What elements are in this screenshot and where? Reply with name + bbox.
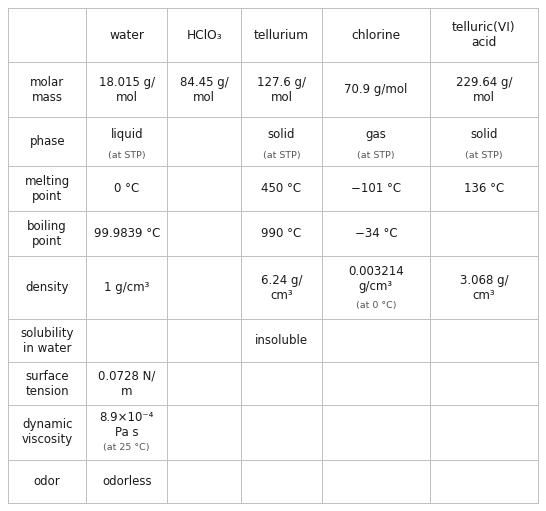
Text: solubility
in water: solubility in water — [20, 327, 74, 355]
Text: 3.068 g/
cm³: 3.068 g/ cm³ — [460, 273, 508, 301]
Text: 99.9839 °C: 99.9839 °C — [93, 227, 160, 240]
Text: phase: phase — [29, 135, 65, 148]
Text: (at STP): (at STP) — [263, 151, 300, 160]
Text: −34 °C: −34 °C — [354, 227, 397, 240]
Text: liquid: liquid — [110, 128, 143, 141]
Text: 1 g/cm³: 1 g/cm³ — [104, 281, 150, 294]
Text: 6.24 g/
cm³: 6.24 g/ cm³ — [261, 273, 302, 301]
Text: 70.9 g/mol: 70.9 g/mol — [344, 83, 407, 96]
Text: (at 0 °C): (at 0 °C) — [355, 300, 396, 310]
Text: boiling
point: boiling point — [27, 220, 67, 248]
Text: insoluble: insoluble — [255, 334, 308, 347]
Text: 84.45 g/
mol: 84.45 g/ mol — [180, 76, 228, 104]
Text: odorless: odorless — [102, 475, 152, 488]
Text: 450 °C: 450 °C — [262, 182, 301, 195]
Text: 136 °C: 136 °C — [464, 182, 504, 195]
Text: telluric(VI)
acid: telluric(VI) acid — [452, 21, 516, 49]
Text: 8.9×10⁻⁴
Pa s: 8.9×10⁻⁴ Pa s — [99, 411, 154, 439]
Text: 229.64 g/
mol: 229.64 g/ mol — [456, 76, 512, 104]
Text: water: water — [109, 29, 144, 42]
Text: tellurium: tellurium — [254, 29, 309, 42]
Text: melting
point: melting point — [25, 175, 70, 203]
Text: (at STP): (at STP) — [465, 151, 503, 160]
Text: 990 °C: 990 °C — [262, 227, 301, 240]
Text: 0.003214
g/cm³: 0.003214 g/cm³ — [348, 265, 403, 293]
Text: HClO₃: HClO₃ — [186, 29, 222, 42]
Text: (at STP): (at STP) — [108, 151, 146, 160]
Text: (at STP): (at STP) — [357, 151, 395, 160]
Text: 0.0728 N/
m: 0.0728 N/ m — [98, 370, 156, 398]
Text: surface
tension: surface tension — [26, 370, 69, 398]
Text: 18.015 g/
mol: 18.015 g/ mol — [99, 76, 155, 104]
Text: (at 25 °C): (at 25 °C) — [104, 443, 150, 452]
Text: solid: solid — [268, 128, 295, 141]
Text: molar
mass: molar mass — [30, 76, 64, 104]
Text: density: density — [26, 281, 69, 294]
Text: 127.6 g/
mol: 127.6 g/ mol — [257, 76, 306, 104]
Text: dynamic
viscosity: dynamic viscosity — [22, 419, 73, 447]
Text: chlorine: chlorine — [351, 29, 400, 42]
Text: 0 °C: 0 °C — [114, 182, 139, 195]
Text: odor: odor — [34, 475, 61, 488]
Text: gas: gas — [365, 128, 386, 141]
Text: −101 °C: −101 °C — [351, 182, 401, 195]
Text: solid: solid — [470, 128, 498, 141]
